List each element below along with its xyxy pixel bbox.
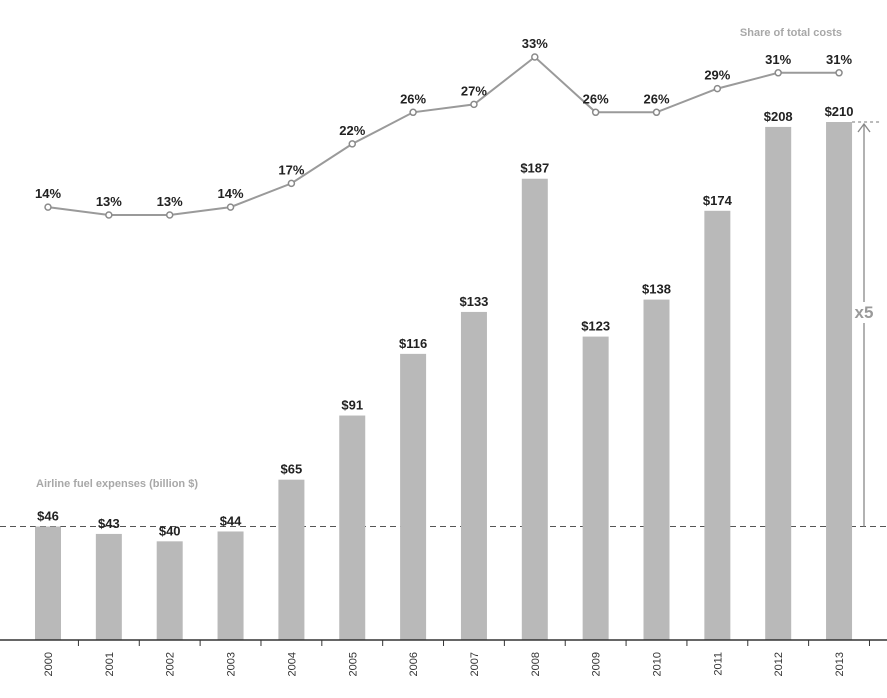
- bar-label-2006: $116: [399, 336, 427, 351]
- bar-label-2005: $91: [341, 398, 363, 413]
- bar-series-label: Airline fuel expenses (billion $): [36, 478, 198, 490]
- line-point-2013: [835, 69, 843, 77]
- line-point-2001: [105, 211, 113, 219]
- x-tick-label-2011: 2011: [712, 652, 724, 676]
- line-label-2003: 14%: [218, 186, 244, 201]
- bar-label-2007: $133: [459, 294, 488, 309]
- x-tick-label-2013: 2013: [834, 652, 846, 676]
- line-point-2011: [713, 84, 722, 93]
- line-label-2011: 29%: [704, 68, 730, 83]
- line-point-2012: [774, 69, 782, 77]
- line-label-2009: 26%: [583, 91, 609, 106]
- bar-2003: [217, 531, 244, 640]
- x-tick-label-2010: 2010: [652, 652, 664, 676]
- bar-2010: [643, 299, 670, 640]
- line-label-2012: 31%: [765, 52, 791, 67]
- bar-label-2013: $210: [825, 104, 854, 119]
- bar-2000: [35, 526, 61, 640]
- line-point-2007: [470, 100, 478, 109]
- x-tick-label-2002: 2002: [165, 652, 177, 676]
- line-point-2010: [652, 108, 661, 117]
- line-label-2006: 26%: [400, 91, 426, 106]
- bar-label-2002: $40: [159, 523, 181, 538]
- line-series-label: Share of total costs: [740, 27, 842, 39]
- line-label-2002: 13%: [157, 194, 183, 209]
- bar-2012: [765, 126, 792, 640]
- bar-label-2012: $208: [764, 109, 793, 124]
- bar-2011: [704, 210, 731, 641]
- bar-2005: [339, 415, 366, 640]
- bar-2004: [278, 479, 305, 640]
- line-point-2008: [531, 53, 539, 61]
- line-label-2001: 13%: [96, 194, 122, 209]
- line-point-2003: [226, 203, 235, 211]
- x-tick-label-2000: 2000: [43, 652, 55, 676]
- bar-2013: [826, 122, 853, 640]
- line-label-2008: 33%: [522, 36, 548, 51]
- line-label-2013: 31%: [826, 52, 852, 67]
- line-point-2000: [44, 203, 52, 211]
- multiplier-label-background: [852, 302, 876, 323]
- bar-2009: [582, 336, 609, 640]
- bar-label-2008: $187: [520, 161, 549, 176]
- line-point-2009: [591, 108, 600, 117]
- bar-2008: [521, 178, 548, 640]
- bar-label-2011: $174: [703, 193, 733, 208]
- x-tick-label-2006: 2006: [408, 652, 420, 676]
- bar-label-2009: $123: [581, 319, 610, 334]
- line-point-2004: [287, 179, 296, 188]
- x-tick-label-2005: 2005: [347, 652, 359, 676]
- bar-2002: [156, 541, 183, 640]
- x-tick-label-2009: 2009: [591, 652, 603, 676]
- x-tick-label-2001: 2001: [104, 652, 116, 676]
- x-tick-label-2007: 2007: [469, 652, 481, 676]
- bar-label-2001: $43: [98, 516, 120, 531]
- bar-label-2003: $44: [220, 513, 242, 528]
- bar-2001: [95, 533, 122, 640]
- bar-2007: [460, 311, 487, 640]
- x-tick-label-2008: 2008: [530, 652, 542, 676]
- bar-label-2004: $65: [281, 462, 303, 477]
- bar-label-2010: $138: [642, 282, 671, 297]
- line-label-2000: 14%: [35, 186, 61, 201]
- multiplier-arrowhead: [857, 122, 871, 133]
- line-point-2002: [165, 211, 174, 219]
- bar-label-2000: $46: [37, 509, 59, 524]
- x-tick-label-2003: 2003: [226, 652, 238, 676]
- line-label-2005: 22%: [339, 123, 365, 138]
- line-label-2007: 27%: [461, 83, 487, 98]
- line-label-2010: 26%: [643, 91, 669, 106]
- line-point-2006: [409, 108, 417, 117]
- multiplier-label: x5: [855, 303, 874, 322]
- line-label-2004: 17%: [278, 162, 304, 177]
- bar-2006: [400, 353, 427, 640]
- x-tick-label-2012: 2012: [773, 652, 785, 676]
- share-of-costs-line: [47, 55, 840, 216]
- x-tick-label-2004: 2004: [286, 652, 298, 676]
- line-point-2005: [348, 140, 356, 148]
